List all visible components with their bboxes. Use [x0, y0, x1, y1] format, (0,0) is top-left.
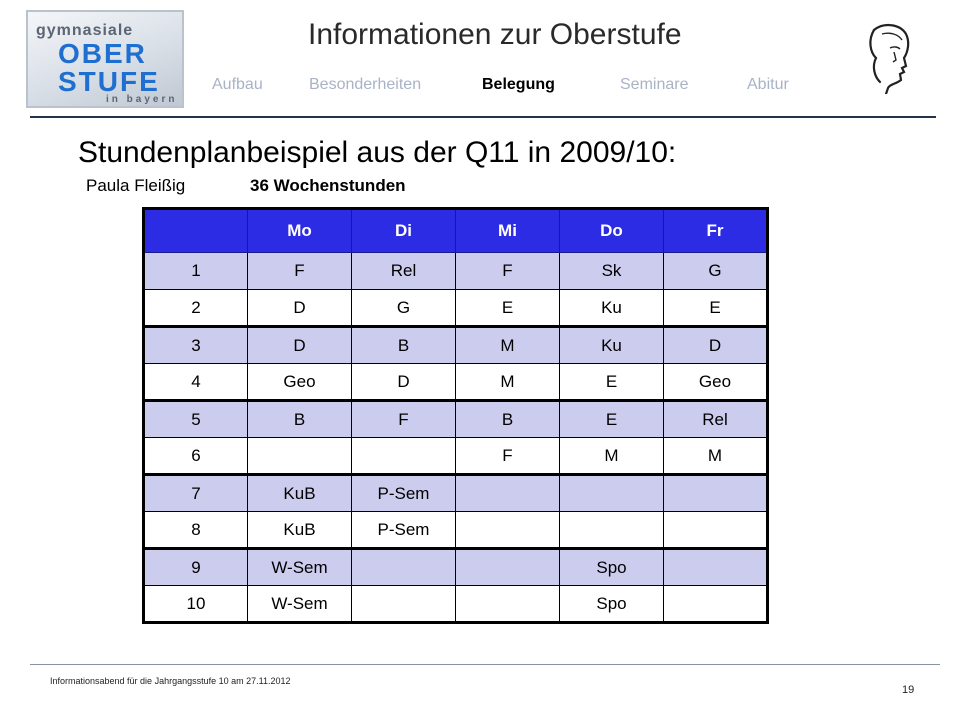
header-divider [30, 116, 936, 118]
table-cell: Rel [663, 399, 768, 438]
table-cell: Geo [663, 363, 768, 401]
table-cell: M [663, 437, 768, 475]
table-cell: W-Sem [247, 547, 352, 586]
nav-item-seminare[interactable]: Seminare [620, 76, 689, 93]
header-cell-mo: Mo [247, 208, 352, 253]
table-cell: 4 [143, 363, 248, 401]
table-cell: M [455, 325, 560, 364]
table-cell: D [247, 289, 352, 327]
table-cell: 5 [143, 399, 248, 438]
table-cell: F [351, 399, 456, 438]
table-cell: Rel [351, 252, 456, 290]
page-number: 19 [902, 684, 915, 696]
table-cell: E [455, 289, 560, 327]
timetable: Mo Di Mi Do Fr 1 F Rel F Sk G 2 D G E Ku… [142, 207, 769, 624]
table-row: 6 F M M [143, 437, 768, 475]
table-cell: 1 [143, 252, 248, 290]
table-cell [663, 585, 768, 623]
table-cell [559, 473, 664, 512]
table-cell: 7 [143, 473, 248, 512]
table-cell [559, 511, 664, 549]
table-cell [351, 437, 456, 475]
table-cell: Geo [247, 363, 352, 401]
nav-item-aufbau[interactable]: Aufbau [212, 76, 263, 93]
table-cell: Ku [559, 289, 664, 327]
table-cell: 6 [143, 437, 248, 475]
nav-item-abitur[interactable]: Abitur [747, 76, 789, 93]
table-row: 7 KuB P-Sem [143, 473, 768, 512]
header-cell-corner [143, 208, 248, 253]
nav-item-besonderheiten[interactable]: Besonderheiten [309, 76, 422, 93]
weekly-hours: 36 Wochenstunden [250, 176, 406, 195]
table-cell: D [351, 363, 456, 401]
table-cell: E [559, 363, 664, 401]
header-cell-mi: Mi [455, 208, 560, 253]
table-row: 5 B F B E Rel [143, 399, 768, 438]
table-cell: W-Sem [247, 585, 352, 623]
table-cell [455, 547, 560, 586]
table-row: 9 W-Sem Spo [143, 547, 768, 586]
table-cell: P-Sem [351, 511, 456, 549]
table-cell: Spo [559, 585, 664, 623]
logo-text-in-bayern: in bayern [106, 94, 178, 105]
table-cell: E [559, 399, 664, 438]
table-cell: M [455, 363, 560, 401]
table-row: 2 D G E Ku E [143, 289, 768, 327]
table-cell: E [663, 289, 768, 327]
table-cell: 3 [143, 325, 248, 364]
table-cell: 10 [143, 585, 248, 623]
table-cell [663, 511, 768, 549]
slide-heading: Stundenplanbeispiel aus der Q11 in 2009/… [78, 136, 677, 169]
table-cell: F [247, 252, 352, 290]
table-cell: 9 [143, 547, 248, 586]
header-cell-di: Di [351, 208, 456, 253]
table-row: 10 W-Sem Spo [143, 585, 768, 623]
table-cell: Spo [559, 547, 664, 586]
nav-item-belegung[interactable]: Belegung [482, 76, 555, 93]
student-name: Paula Fleißig [86, 176, 186, 195]
dante-portrait-icon [869, 24, 910, 94]
header-cell-do: Do [559, 208, 664, 253]
table-cell [351, 585, 456, 623]
table-cell: KuB [247, 511, 352, 549]
table-cell: 2 [143, 289, 248, 327]
footer-text: Informationsabend für die Jahrgangsstufe… [50, 676, 291, 686]
logo-text-stufe: STUFE [58, 66, 160, 97]
oberstufe-logo: gymnasiale OBER STUFE in bayern [26, 10, 184, 108]
table-cell [247, 437, 352, 475]
header-cell-fr: Fr [663, 208, 768, 253]
table-cell [455, 511, 560, 549]
table-row: 8 KuB P-Sem [143, 511, 768, 549]
logo-text-ober: OBER [58, 38, 147, 69]
timetable-header-row: Mo Di Mi Do Fr [143, 208, 768, 253]
table-cell [455, 585, 560, 623]
table-row: 4 Geo D M E Geo [143, 363, 768, 401]
table-cell: B [351, 325, 456, 364]
table-row: 3 D B M Ku D [143, 325, 768, 364]
table-cell: P-Sem [351, 473, 456, 512]
table-cell [351, 547, 456, 586]
table-row: 1 F Rel F Sk G [143, 252, 768, 290]
table-cell [455, 473, 560, 512]
table-cell: G [351, 289, 456, 327]
table-cell: 8 [143, 511, 248, 549]
table-cell: Ku [559, 325, 664, 364]
table-cell: F [455, 252, 560, 290]
table-cell: M [559, 437, 664, 475]
table-cell: D [247, 325, 352, 364]
table-cell: B [455, 399, 560, 438]
table-cell [663, 473, 768, 512]
table-cell: KuB [247, 473, 352, 512]
table-cell: Sk [559, 252, 664, 290]
page-title: Informationen zur Oberstufe [308, 18, 682, 51]
table-cell [663, 547, 768, 586]
table-cell: D [663, 325, 768, 364]
table-cell: F [455, 437, 560, 475]
table-cell: G [663, 252, 768, 290]
footer-divider [30, 664, 940, 665]
logo-text-gymnasiale: gymnasiale [36, 22, 134, 39]
table-cell: B [247, 399, 352, 438]
